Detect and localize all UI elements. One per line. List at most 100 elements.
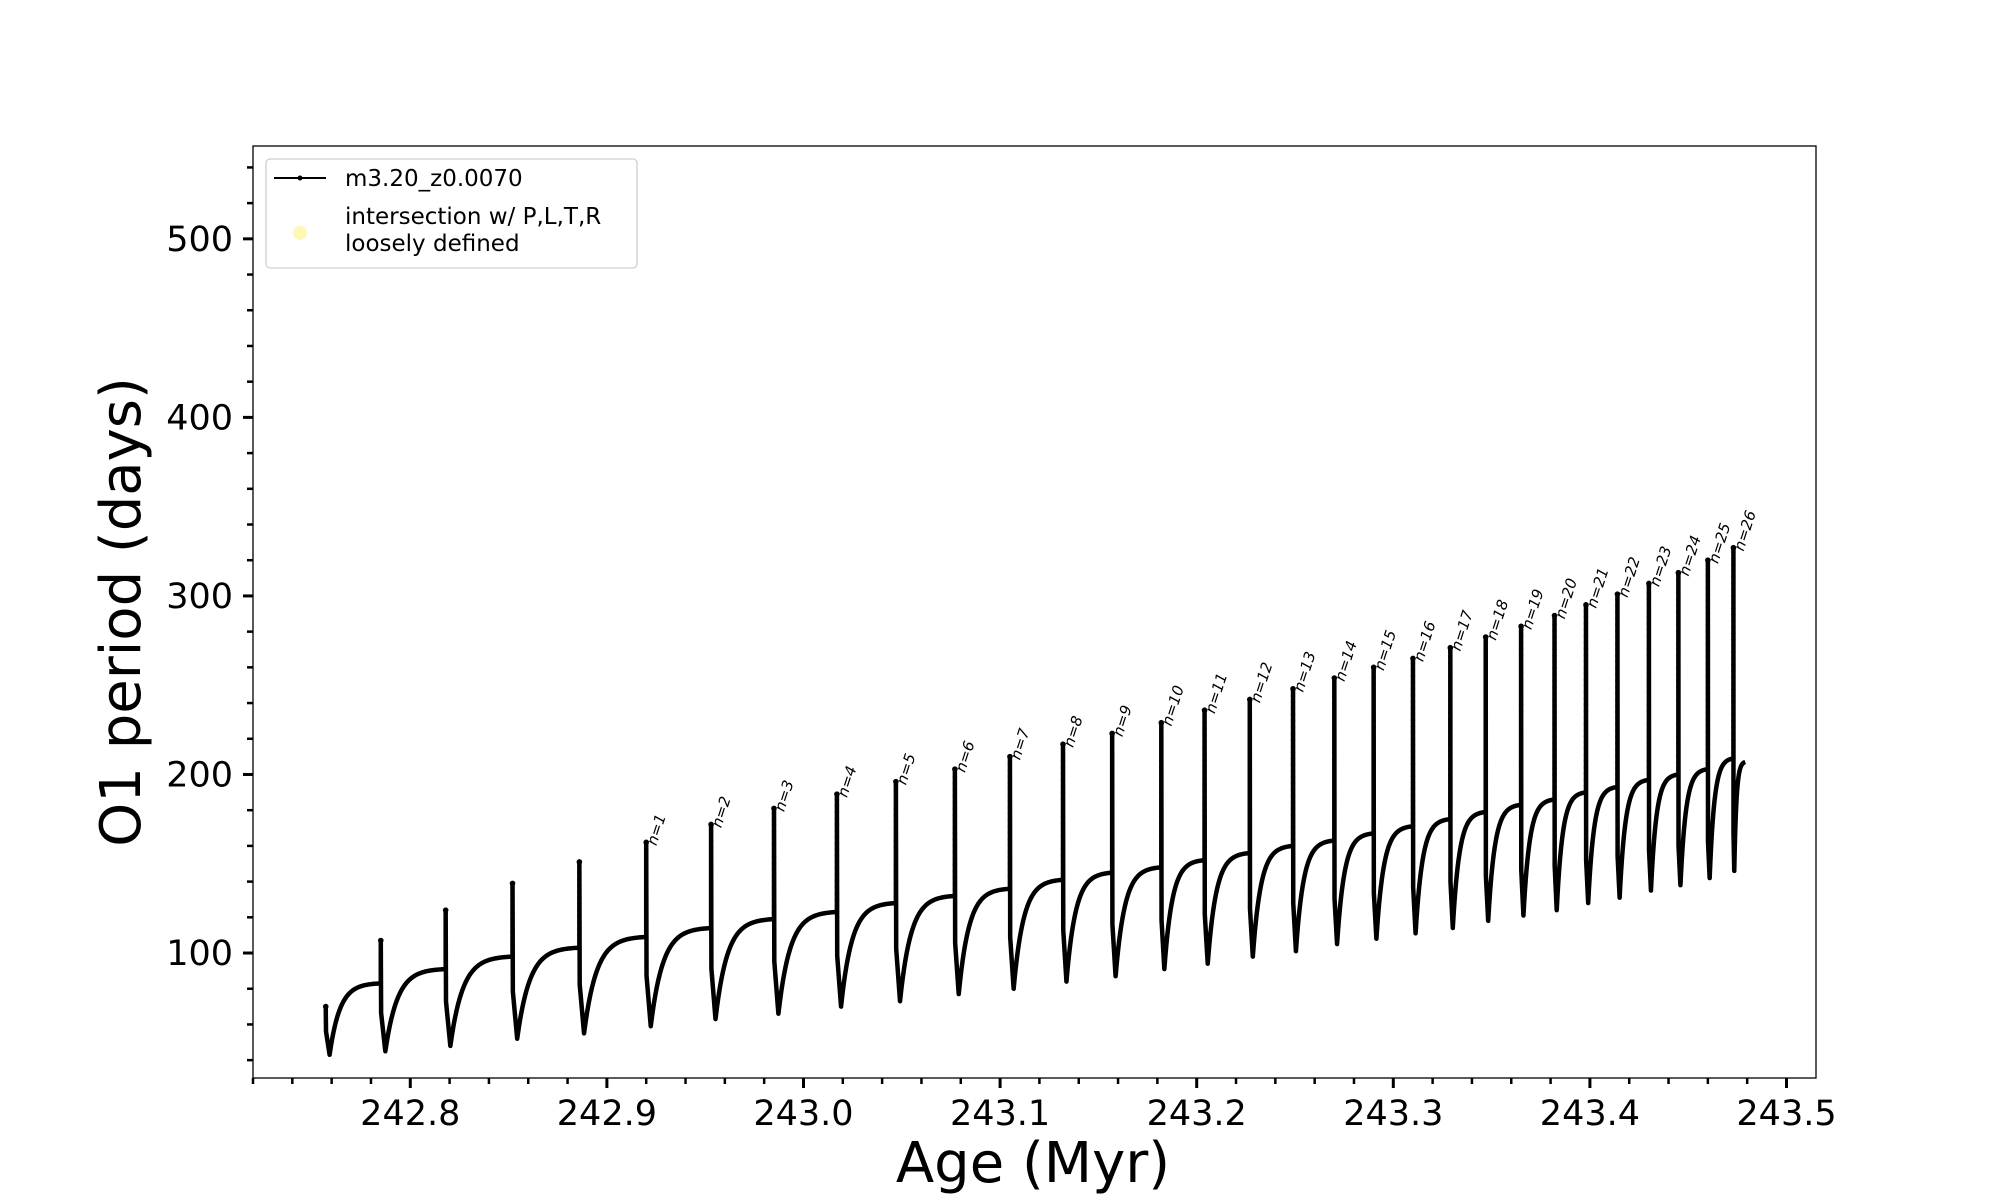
spike-point (1483, 703, 1488, 708)
spike-point (1483, 791, 1488, 796)
spike-point (1332, 694, 1337, 700)
spike-point (952, 856, 958, 861)
spike-point (1332, 825, 1337, 831)
spike-point (1290, 787, 1296, 792)
spike-point (1705, 660, 1711, 666)
spike-point (1676, 772, 1681, 777)
spike-point (1448, 798, 1453, 803)
spike-point (1731, 568, 1736, 574)
spike-point (1060, 771, 1066, 776)
spike-point (1060, 796, 1066, 801)
spike-point (1731, 637, 1736, 642)
spike-point (708, 844, 714, 849)
spike-peak-point (377, 937, 384, 944)
spike-point (510, 891, 515, 897)
spike-point (1646, 640, 1652, 645)
spike-point (893, 888, 899, 893)
spike-point (1159, 777, 1164, 783)
spike-point (952, 781, 958, 786)
spike-point (1731, 556, 1736, 561)
spike-point (1552, 709, 1557, 715)
spike-point (1410, 742, 1416, 748)
spike-point (1676, 753, 1681, 758)
spike-point (834, 841, 840, 846)
spike-point (1159, 802, 1164, 808)
spike-point (1731, 606, 1736, 611)
spike-point (1518, 658, 1524, 664)
spike-point (952, 868, 958, 874)
spike-peak-point (1730, 544, 1737, 551)
spike-point (1731, 674, 1736, 680)
spike-peak-point (771, 805, 777, 812)
spike-point (1448, 735, 1453, 741)
spike-point (1332, 682, 1337, 687)
spike-point (577, 901, 582, 907)
spike-point (1583, 646, 1589, 651)
spike-point (1159, 858, 1164, 864)
spike-point (1202, 807, 1207, 813)
spike-point (1060, 765, 1066, 770)
spike-point (1159, 846, 1164, 851)
spike-peak-point (576, 859, 583, 865)
spike-point (577, 882, 582, 888)
spike-point (1518, 696, 1524, 701)
spike-point (1646, 590, 1652, 595)
spike-point (1552, 697, 1557, 702)
spike-point (1290, 724, 1296, 730)
spike-point (1410, 817, 1416, 823)
spike-peak-point (834, 791, 840, 797)
spike-point (1518, 802, 1524, 808)
spike-point (1371, 731, 1376, 736)
spike-peak-point (1290, 685, 1296, 692)
spike-point (1109, 845, 1115, 850)
spike-point (1676, 734, 1681, 740)
spike-point (1332, 688, 1337, 693)
spike-point (1615, 784, 1620, 790)
spike-point (1646, 771, 1652, 776)
spike-point (577, 876, 582, 882)
spike-point (1159, 752, 1164, 758)
spike-point (1615, 672, 1620, 677)
spike-point (1705, 729, 1711, 734)
spike-point (1060, 783, 1066, 789)
spike-point (1410, 767, 1416, 773)
spike-point (1552, 716, 1557, 721)
spike-point (1247, 744, 1252, 750)
spike-point (1332, 819, 1337, 824)
spike-point (1583, 690, 1589, 695)
spike-point (1646, 652, 1652, 658)
spike-point (708, 875, 714, 881)
spike-point (952, 893, 958, 899)
spike-point (443, 954, 448, 959)
spike-point (1705, 723, 1711, 728)
spike-point (1731, 693, 1736, 699)
y-tick-label: 400 (166, 398, 233, 438)
spike-peak-point (1583, 602, 1589, 608)
spike-point (1448, 785, 1453, 791)
spike-point (1646, 602, 1652, 608)
spike-point (771, 873, 777, 878)
spike-point (1410, 674, 1416, 679)
spike-point (771, 848, 777, 853)
spike-point (1247, 838, 1252, 843)
spike-point (1247, 825, 1252, 831)
spike-point (1290, 768, 1296, 774)
spike-point (1371, 737, 1376, 742)
spike-point (510, 910, 515, 916)
spike-point (1159, 840, 1164, 845)
spike-point (1290, 812, 1296, 817)
spike-point (1332, 700, 1337, 706)
spike-point (1676, 684, 1681, 690)
spike-point (1615, 678, 1620, 683)
spike-point (577, 870, 582, 875)
spike-point (1705, 735, 1711, 741)
spike-point (378, 981, 383, 986)
spike-point (1483, 647, 1488, 652)
spike-point (952, 849, 958, 855)
spike-point (1007, 867, 1013, 873)
spike-point (952, 793, 958, 799)
spike-point (1332, 782, 1337, 787)
spike-point (1552, 622, 1557, 627)
spike-point (1332, 732, 1337, 737)
spike-point (893, 819, 899, 824)
